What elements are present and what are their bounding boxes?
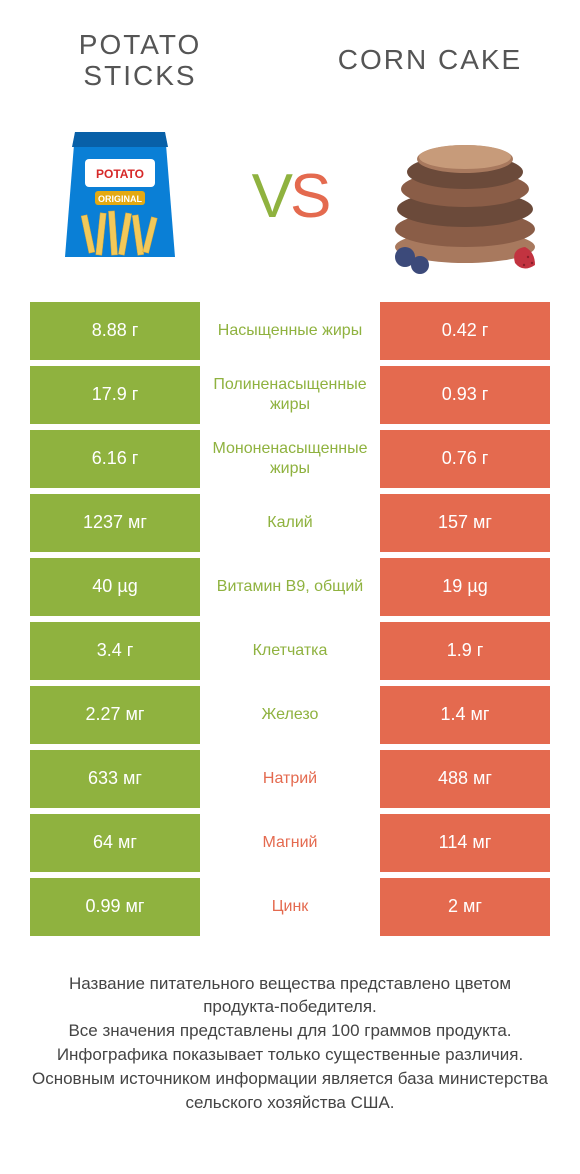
nutrient-label: Клетчатка bbox=[200, 622, 380, 680]
value-right: 19 µg bbox=[380, 558, 550, 616]
footer-line: Название питательного вещества представл… bbox=[30, 972, 550, 1020]
nutrient-label: Цинк bbox=[200, 878, 380, 936]
value-left: 6.16 г bbox=[30, 430, 200, 488]
value-right: 157 мг bbox=[380, 494, 550, 552]
value-right: 1.9 г bbox=[380, 622, 550, 680]
svg-text:POTATO: POTATO bbox=[96, 167, 144, 181]
footer-notes: Название питательного вещества представл… bbox=[0, 942, 580, 1115]
value-left: 64 мг bbox=[30, 814, 200, 872]
footer-line: Основным источником информации является … bbox=[30, 1067, 550, 1115]
header: POTATO STICKS CORN CAKE bbox=[0, 0, 580, 102]
table-row: 64 мгМагний114 мг bbox=[30, 814, 550, 872]
footer-line: Инфографика показывает только существенн… bbox=[30, 1043, 550, 1067]
table-row: 40 µgВитамин B9, общий19 µg bbox=[30, 558, 550, 616]
value-right: 488 мг bbox=[380, 750, 550, 808]
potato-sticks-bag-icon: POTATO ORIGINAL bbox=[40, 117, 200, 277]
vs-label: VS bbox=[252, 161, 329, 232]
title-right: CORN CAKE bbox=[320, 30, 540, 92]
images-row: POTATO ORIGINAL VS bbox=[0, 102, 580, 302]
footer-line: Все значения представлены для 100 граммо… bbox=[30, 1019, 550, 1043]
nutrient-label: Магний bbox=[200, 814, 380, 872]
vs-v: V bbox=[252, 162, 290, 231]
table-row: 3.4 гКлетчатка1.9 г bbox=[30, 622, 550, 680]
nutrient-label: Витамин B9, общий bbox=[200, 558, 380, 616]
value-right: 2 мг bbox=[380, 878, 550, 936]
nutrient-label: Железо bbox=[200, 686, 380, 744]
title-left: POTATO STICKS bbox=[40, 30, 240, 92]
nutrient-label: Полиненасыщенные жиры bbox=[200, 366, 380, 424]
value-left: 8.88 г bbox=[30, 302, 200, 360]
table-row: 0.99 мгЦинк2 мг bbox=[30, 878, 550, 936]
nutrient-label: Насыщенные жиры bbox=[200, 302, 380, 360]
value-left: 1237 мг bbox=[30, 494, 200, 552]
comparison-table: 8.88 гНасыщенные жиры0.42 г 17.9 гПолинен… bbox=[0, 302, 580, 936]
value-right: 0.42 г bbox=[380, 302, 550, 360]
svg-text:ORIGINAL: ORIGINAL bbox=[98, 194, 143, 204]
corn-cake-icon bbox=[380, 117, 540, 277]
value-left: 633 мг bbox=[30, 750, 200, 808]
value-left: 40 µg bbox=[30, 558, 200, 616]
table-row: 17.9 гПолиненасыщенные жиры0.93 г bbox=[30, 366, 550, 424]
nutrient-label: Натрий bbox=[200, 750, 380, 808]
vs-s: S bbox=[290, 162, 328, 231]
product-image-right bbox=[370, 112, 550, 282]
table-row: 2.27 мгЖелезо1.4 мг bbox=[30, 686, 550, 744]
value-left: 17.9 г bbox=[30, 366, 200, 424]
value-right: 0.76 г bbox=[380, 430, 550, 488]
value-left: 0.99 мг bbox=[30, 878, 200, 936]
value-right: 114 мг bbox=[380, 814, 550, 872]
value-left: 2.27 мг bbox=[30, 686, 200, 744]
nutrient-label: Мононенасыщенные жиры bbox=[200, 430, 380, 488]
product-image-left: POTATO ORIGINAL bbox=[30, 112, 210, 282]
value-right: 1.4 мг bbox=[380, 686, 550, 744]
table-row: 8.88 гНасыщенные жиры0.42 г bbox=[30, 302, 550, 360]
value-right: 0.93 г bbox=[380, 366, 550, 424]
table-row: 1237 мгКалий157 мг bbox=[30, 494, 550, 552]
table-row: 6.16 гМононенасыщенные жиры0.76 г bbox=[30, 430, 550, 488]
nutrient-label: Калий bbox=[200, 494, 380, 552]
value-left: 3.4 г bbox=[30, 622, 200, 680]
table-row: 633 мгНатрий488 мг bbox=[30, 750, 550, 808]
